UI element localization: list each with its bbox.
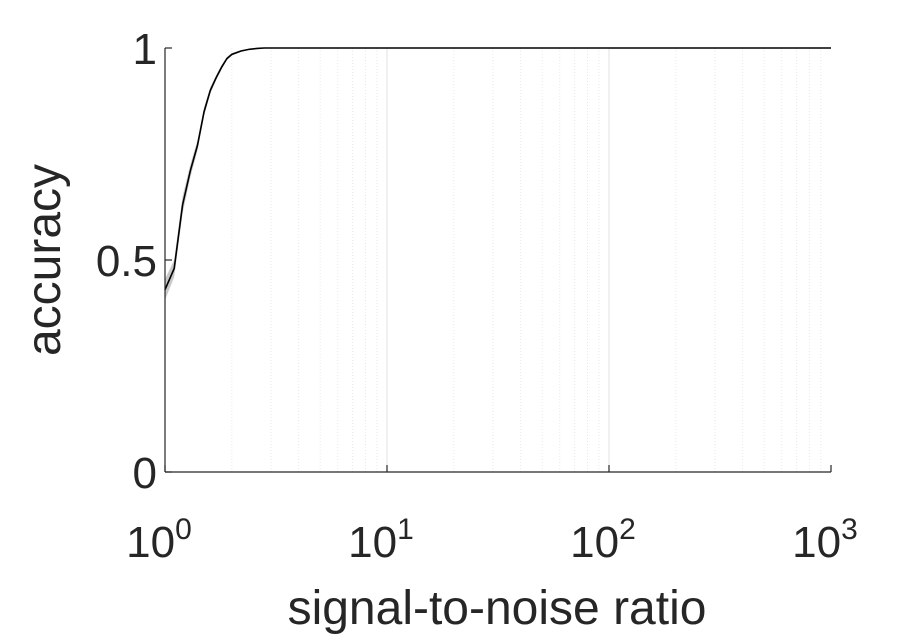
y-tick-label: 1 — [133, 25, 157, 74]
y-axis-title: accuracy — [18, 164, 71, 356]
y-tick-label: 0.5 — [96, 237, 157, 286]
confidence-band-layer — [165, 48, 831, 301]
x-tick-exponent: 1 — [397, 513, 414, 546]
series-0-line — [164, 47, 831, 290]
series-0-confidence-band — [165, 48, 831, 301]
series-line-layer — [164, 47, 831, 290]
x-tick-exponent: 3 — [841, 513, 858, 546]
x-axis-title: signal-to-noise ratio — [288, 582, 707, 635]
x-tick-label: 100 — [126, 513, 192, 567]
axes — [164, 47, 832, 473]
x-tick-exponent: 2 — [619, 513, 636, 546]
grid-lines — [231, 48, 822, 472]
x-tick-label: 103 — [792, 513, 858, 567]
y-tick-label: 0 — [133, 449, 157, 498]
x-tick-label: 102 — [570, 513, 636, 567]
x-tick-label: 101 — [348, 513, 414, 567]
x-tick-exponent: 0 — [175, 513, 192, 546]
